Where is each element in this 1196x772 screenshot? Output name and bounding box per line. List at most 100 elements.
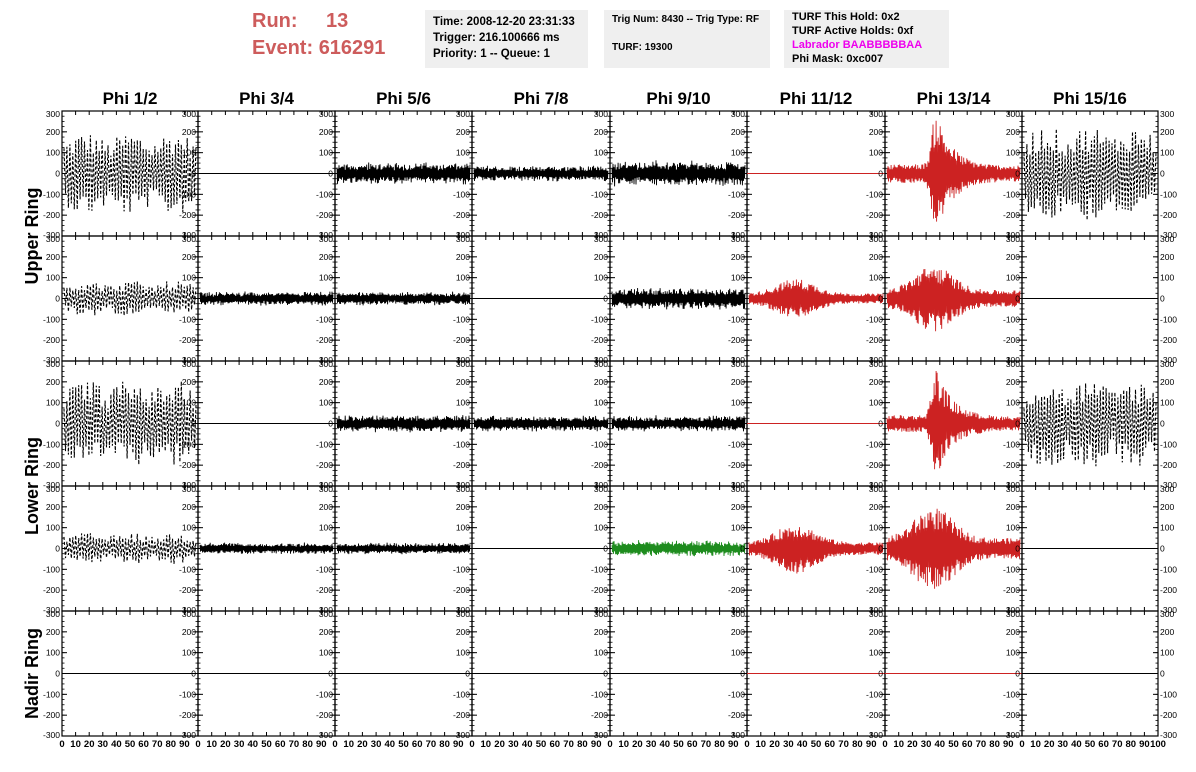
y-tick-label: 300 [594,609,608,619]
y-tick-label: -200 [866,335,883,345]
x-tick-label: 50 [673,739,684,750]
y-tick-label-right: 0 [1160,419,1165,429]
x-tick-label: 60 [550,739,561,750]
y-tick-label: 0 [191,294,196,304]
y-tick-label: 100 [456,273,470,283]
y-tick-label: -100 [591,689,608,699]
event-value: 616291 [318,37,386,59]
y-tick-label: -200 [316,335,333,345]
waveform-trace [63,381,197,465]
labrador-text: Labrador BAABBBBBAA [792,39,923,51]
y-tick-label: -100 [179,689,196,699]
y-tick-label: -200 [453,335,470,345]
y-tick-label-right: 200 [1160,502,1174,512]
y-tick-label: -300 [591,730,608,740]
y-tick-label: -300 [728,480,745,490]
x-tick-label: 10 [893,739,904,750]
x-tick-label: 30 [234,739,245,750]
y-tick-label: -300 [1003,480,1020,490]
y-tick-label: 200 [319,502,333,512]
x-tick-label: 10 [1030,739,1041,750]
waveform-trace [748,527,884,574]
y-tick-label: -200 [728,460,745,470]
y-tick-label: 300 [456,609,470,619]
y-tick-label: -200 [453,460,470,470]
x-tick-label: 70 [976,739,987,750]
run-line: Run: 13 [252,8,385,35]
x-tick-label: 40 [248,739,259,750]
y-tick-label: 300 [456,234,470,244]
y-tick-label: 0 [328,419,333,429]
y-tick-label: 200 [594,502,608,512]
y-tick-label: 300 [869,609,883,619]
y-tick-label: 100 [46,148,60,158]
y-tick-label-right: 100 [1160,148,1174,158]
y-tick-label: -200 [866,710,883,720]
y-tick-label: 200 [456,377,470,387]
y-tick-label-right: 100 [1160,648,1174,658]
y-tick-label: 300 [731,484,745,494]
y-tick-label: -300 [43,355,60,365]
y-tick-label-right: -100 [1160,439,1177,449]
x-tick-label: 30 [1058,739,1069,750]
phi-mask-text: Phi Mask: 0xc007 [792,53,884,65]
y-tick-label: 300 [731,359,745,369]
y-tick-label: -300 [1003,605,1020,615]
y-tick-label: 100 [182,523,196,533]
run-label: Run: [252,10,298,32]
y-tick-label: -100 [591,189,608,199]
y-tick-label: 300 [46,484,60,494]
y-tick-label: -100 [316,564,333,574]
x-tick-label: 30 [921,739,932,750]
y-tick-label: 100 [731,648,745,658]
x-tick-label: 30 [508,739,519,750]
y-tick-label-right: 300 [1160,484,1174,494]
y-tick-label: 200 [182,377,196,387]
y-tick-label: -100 [316,439,333,449]
y-tick-label-right: 300 [1160,234,1174,244]
x-tick-label: 40 [522,739,533,750]
y-tick-label: -100 [453,689,470,699]
y-tick-label: -300 [453,355,470,365]
y-tick-label: -200 [591,210,608,220]
y-tick-label: -100 [728,314,745,324]
panel-frame [1021,110,1159,237]
y-tick-label: 300 [869,234,883,244]
y-tick-label: -200 [591,460,608,470]
y-tick-label: 0 [1015,294,1020,304]
y-tick-label: -100 [1003,689,1020,699]
y-tick-label: 0 [603,419,608,429]
y-tick-label: 300 [46,234,60,244]
run-event-box: Run: 13 Event: 616291 [252,8,385,62]
y-tick-label: 300 [456,484,470,494]
y-tick-label: -300 [43,230,60,240]
x-tick-label: 70 [1112,739,1123,750]
y-tick-label: -300 [1003,355,1020,365]
turf-info-box: TURF This Hold: 0x2 TURF Active Holds: 0… [784,10,949,68]
y-tick-label: -200 [316,460,333,470]
waveform-trace [1023,383,1157,467]
y-tick-label: 300 [594,109,608,119]
y-tick-label: -100 [453,314,470,324]
y-tick-label: 100 [594,648,608,658]
y-tick-label: 0 [465,419,470,429]
y-tick-label: -200 [728,710,745,720]
x-tick-label: 50 [261,739,272,750]
y-tick-label: 300 [46,109,60,119]
y-tick-label: 0 [878,669,883,679]
y-tick-label: 0 [878,294,883,304]
waveform-trace [886,120,1021,222]
y-tick-label: 0 [740,294,745,304]
y-tick-label: 200 [182,502,196,512]
y-tick-label: 300 [46,609,60,619]
x-tick-label: 0 [882,739,887,750]
y-tick-label: -300 [866,230,883,240]
y-tick-label: -300 [866,605,883,615]
y-tick-label-right: 300 [1160,109,1174,119]
y-tick-label: 100 [182,648,196,658]
y-tick-label-right: 0 [1160,544,1165,554]
y-tick-label: -300 [316,605,333,615]
y-tick-label: -300 [1003,230,1020,240]
y-tick-label: -100 [179,439,196,449]
y-tick-label: -100 [728,564,745,574]
